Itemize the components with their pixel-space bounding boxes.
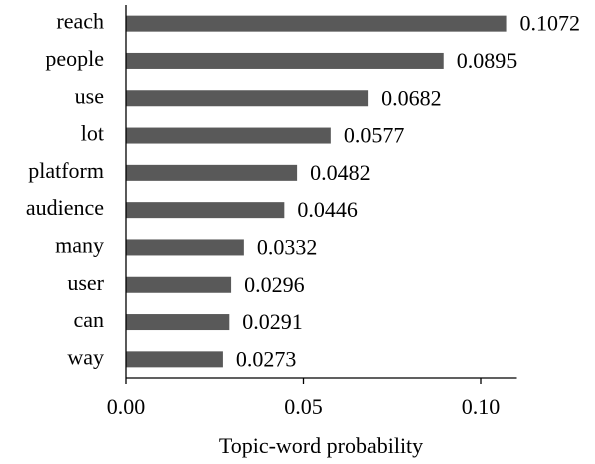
value-label: 0.0482 [310, 160, 371, 185]
y-tick-label: user [67, 270, 104, 295]
y-tick-label: people [45, 46, 104, 71]
y-tick-label: way [67, 344, 104, 369]
y-tick-label: lot [81, 121, 104, 146]
bar [126, 351, 223, 368]
value-label: 0.0291 [242, 309, 303, 334]
x-tick-label: 0.10 [462, 394, 501, 419]
y-tick-label: reach [56, 9, 104, 34]
bar [126, 239, 244, 256]
y-tick-label: use [75, 83, 104, 108]
y-tick-label: many [55, 232, 104, 257]
bar [126, 164, 298, 181]
value-label: 0.0682 [381, 85, 442, 110]
bar [126, 15, 507, 32]
bar [126, 314, 230, 331]
value-label: 0.1072 [520, 11, 581, 36]
bar [126, 52, 444, 69]
value-label: 0.0332 [257, 234, 318, 259]
value-label: 0.0577 [344, 123, 405, 148]
value-label: 0.0895 [457, 48, 517, 73]
x-tick-label: 0.00 [107, 394, 146, 419]
bar [126, 90, 369, 107]
y-tick-label: platform [28, 158, 104, 183]
value-label: 0.0273 [236, 346, 296, 371]
x-axis-label: Topic-word probability [219, 433, 423, 458]
y-tick-label: audience [26, 195, 104, 220]
x-tick-label: 0.05 [284, 394, 323, 419]
value-label: 0.0296 [244, 272, 305, 297]
bar [126, 276, 232, 293]
bar [126, 202, 285, 219]
bar [126, 127, 331, 144]
y-tick-label: can [73, 307, 104, 332]
value-label: 0.0446 [297, 197, 358, 222]
